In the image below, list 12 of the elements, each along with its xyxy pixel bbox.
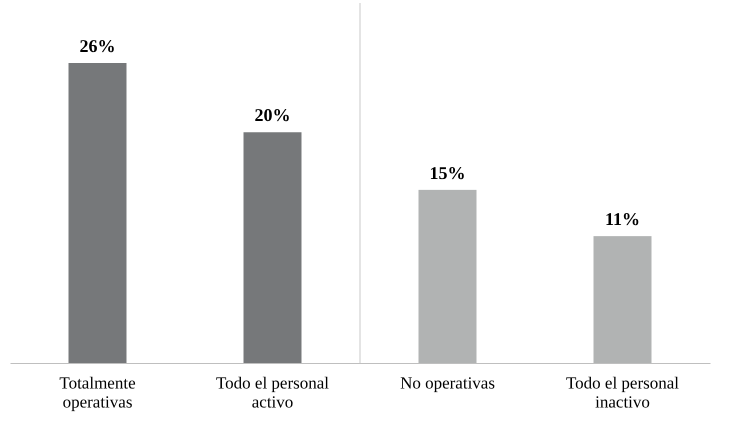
x-tick-label: No operativas bbox=[400, 374, 495, 392]
bar bbox=[594, 236, 652, 363]
bar bbox=[418, 190, 476, 363]
data-label: 26% bbox=[80, 36, 116, 56]
x-tick-label: Todo el personal inactivo bbox=[566, 374, 680, 412]
x-tick-label: Totalmente operativas bbox=[59, 374, 136, 412]
x-tick-label: Todo el personal activo bbox=[216, 374, 330, 412]
bar bbox=[68, 63, 126, 363]
data-label: 15% bbox=[430, 162, 466, 183]
data-label: 20% bbox=[254, 105, 290, 126]
bar bbox=[244, 132, 302, 363]
data-label: 11% bbox=[604, 209, 640, 230]
